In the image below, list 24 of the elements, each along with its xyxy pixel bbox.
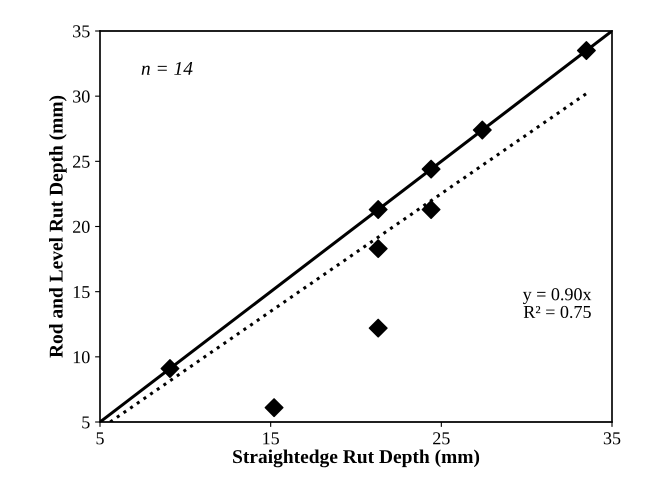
annotation: y = 0.90x R² = 0.75 bbox=[522, 288, 592, 318]
x-tick-label: 35 bbox=[604, 432, 620, 444]
point bbox=[368, 318, 388, 338]
y-tick-label: 30 bbox=[73, 90, 90, 103]
point bbox=[472, 120, 492, 140]
point bbox=[160, 359, 180, 378]
x-axis-title: Straightedge Rut Depth (mm) bbox=[233, 449, 480, 468]
point bbox=[264, 398, 284, 418]
point bbox=[422, 200, 441, 220]
y-tick-label: 20 bbox=[73, 220, 90, 233]
y-tick-label: 35 bbox=[73, 25, 90, 38]
point bbox=[422, 160, 441, 179]
x-tick-label: 25 bbox=[433, 432, 450, 444]
point bbox=[368, 239, 388, 258]
annotation: n = 14 bbox=[142, 62, 193, 75]
y-tick-label: 10 bbox=[74, 351, 90, 364]
y-tick-label: 25 bbox=[73, 156, 90, 168]
x-tick-label: 5 bbox=[96, 432, 104, 444]
x-tick-label: 15 bbox=[263, 432, 279, 444]
y-tick-label: 15 bbox=[74, 286, 90, 298]
point bbox=[368, 200, 388, 220]
y-tick-label: 5 bbox=[82, 416, 90, 428]
y-axis-title: Rod and Level Rut Depth (mm) bbox=[49, 96, 67, 358]
point bbox=[576, 41, 596, 60]
